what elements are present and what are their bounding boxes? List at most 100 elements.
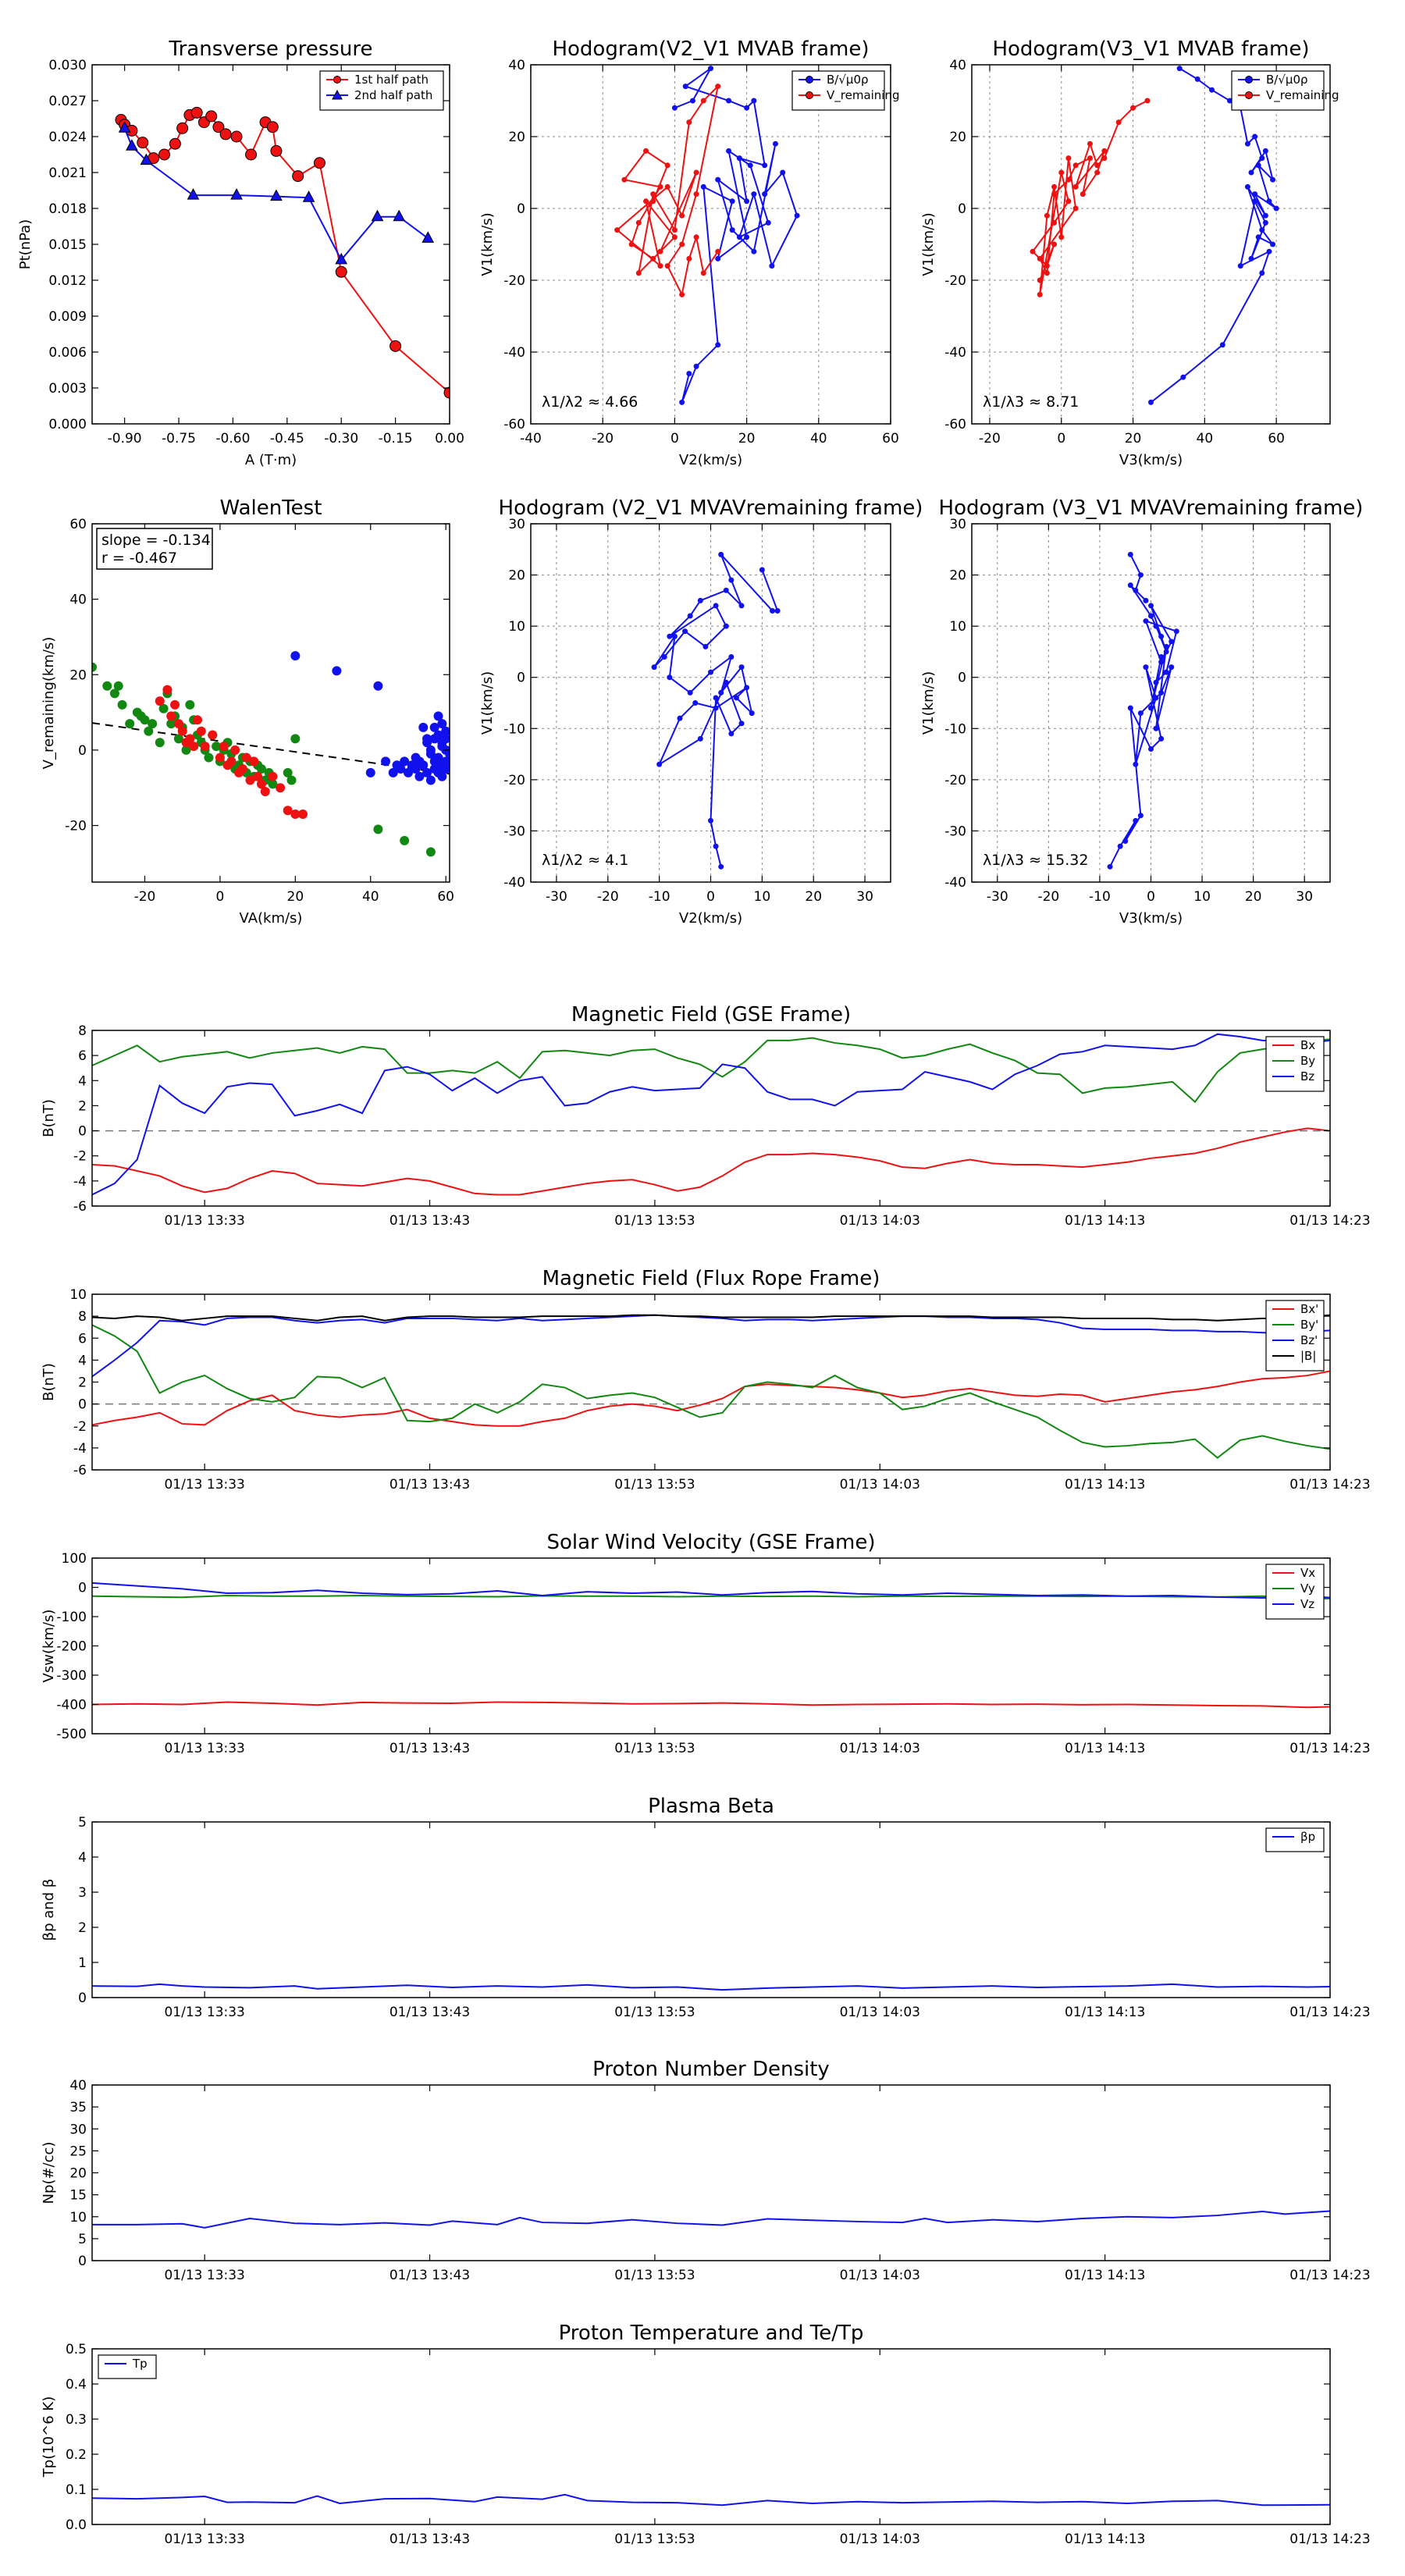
x-tick-label: -0.75	[162, 431, 196, 447]
series-line-0	[92, 1701, 1330, 1709]
y-tick-label: -300	[56, 1668, 87, 1684]
x-tick-label: 01/13 13:33	[164, 2532, 244, 2547]
x-tick-label: 01/13 13:33	[164, 1477, 244, 1493]
y-tick-label: -2	[73, 1419, 87, 1435]
data-point	[770, 607, 776, 614]
data-point	[1072, 162, 1079, 169]
data-point	[1044, 270, 1050, 276]
data-point	[657, 248, 663, 254]
y-tick-label: 6	[78, 1331, 87, 1347]
data-point	[772, 141, 778, 147]
data-point	[253, 771, 263, 781]
y-tick-label: 0.006	[48, 345, 87, 361]
data-point	[1144, 98, 1151, 104]
y-tick-label: -60	[944, 417, 966, 432]
data-point	[729, 198, 735, 205]
data-point	[1127, 551, 1133, 557]
data-point	[718, 689, 724, 696]
x-tick-label: 20	[287, 889, 304, 905]
y-tick-label: -4	[73, 1174, 87, 1190]
data-point	[1194, 76, 1200, 82]
y-tick-label: 10	[69, 1287, 87, 1303]
data-point	[744, 105, 750, 111]
data-point	[155, 738, 165, 748]
series-line-0	[92, 1983, 1330, 1991]
x-tick-label: -0.45	[270, 431, 304, 447]
data-point	[290, 734, 301, 744]
legend-label: |B|	[1300, 1349, 1316, 1363]
x-tick-label: 01/13 14:03	[840, 1477, 920, 1493]
data-point	[664, 263, 670, 269]
legend-label: By'	[1300, 1318, 1318, 1332]
y-tick-label: -40	[944, 345, 966, 361]
data-point	[425, 847, 436, 857]
y-tick-label: 0.021	[48, 165, 87, 181]
data-point	[445, 760, 450, 770]
data-point	[708, 669, 713, 675]
y-tick-label: 0	[78, 1397, 87, 1413]
data-point	[762, 191, 768, 197]
chart-title: Hodogram (V3_V1 MVAVremaining frame)	[939, 496, 1364, 520]
data-point	[713, 843, 719, 849]
data-point	[283, 767, 293, 777]
data-point	[148, 719, 158, 729]
data-point	[388, 767, 398, 777]
data-point	[185, 734, 195, 744]
data-point	[715, 248, 721, 254]
data-point	[297, 809, 308, 820]
data-point	[249, 756, 259, 767]
x-tick-label: 01/13 14:13	[1065, 1741, 1145, 1756]
data-point	[677, 715, 683, 721]
annotation-text: λ1/λ2 ≈ 4.66	[542, 393, 638, 411]
data-point	[212, 742, 222, 752]
data-point	[1065, 155, 1072, 162]
x-tick-label: -20	[597, 889, 619, 905]
y-tick-label: 20	[69, 667, 87, 683]
legend-label: Vz	[1300, 1597, 1314, 1611]
data-point	[169, 137, 181, 150]
y-tick-label: 60	[69, 517, 87, 532]
data-point	[268, 779, 278, 789]
data-point	[687, 613, 693, 619]
chart-vsw: 01/13 13:33 01/13 13:43 01/13 13:53 01/13 1…	[41, 1531, 1371, 1756]
data-point	[1137, 710, 1144, 717]
data-point	[425, 745, 436, 755]
x-tick-label: 01/13 13:53	[614, 2532, 695, 2547]
y-tick-label: 0	[78, 1581, 87, 1596]
y-tick-label: 1	[78, 1955, 87, 1971]
x-tick-label: 20	[738, 431, 756, 447]
series-line-2	[92, 1314, 1330, 1378]
data-point	[422, 231, 435, 243]
y-tick-label: 40	[949, 58, 966, 73]
data-point	[365, 767, 375, 777]
data-point	[713, 695, 719, 701]
annotation-text: λ1/λ2 ≈ 4.1	[542, 852, 628, 869]
plot-area	[1030, 66, 1279, 405]
y-tick-label: -20	[944, 273, 966, 289]
data-point	[162, 685, 173, 695]
legend-label: Bz	[1300, 1069, 1314, 1083]
data-point	[1127, 705, 1133, 711]
x-tick-label: -10	[649, 889, 670, 905]
chart-title: Magnetic Field (GSE Frame)	[571, 1003, 851, 1026]
data-point	[393, 209, 406, 222]
y-tick-label: -30	[944, 824, 966, 839]
data-point	[657, 183, 663, 190]
data-point	[256, 779, 266, 789]
data-point	[381, 756, 391, 767]
data-point	[682, 84, 688, 90]
data-point	[212, 121, 225, 133]
y-tick-label: 0	[958, 671, 966, 686]
data-point	[656, 761, 663, 767]
x-tick-label: 0.00	[435, 431, 464, 447]
x-tick-label: -20	[134, 889, 156, 905]
data-point	[751, 248, 757, 254]
y-tick-label: 15	[69, 2188, 87, 2204]
x-tick-label: 01/13 14:13	[1065, 1477, 1145, 1493]
data-point	[166, 711, 176, 721]
data-point	[728, 731, 735, 737]
data-point	[643, 148, 649, 154]
data-point	[736, 155, 742, 162]
data-point	[411, 764, 421, 774]
y-tick-label: -10	[944, 721, 966, 737]
